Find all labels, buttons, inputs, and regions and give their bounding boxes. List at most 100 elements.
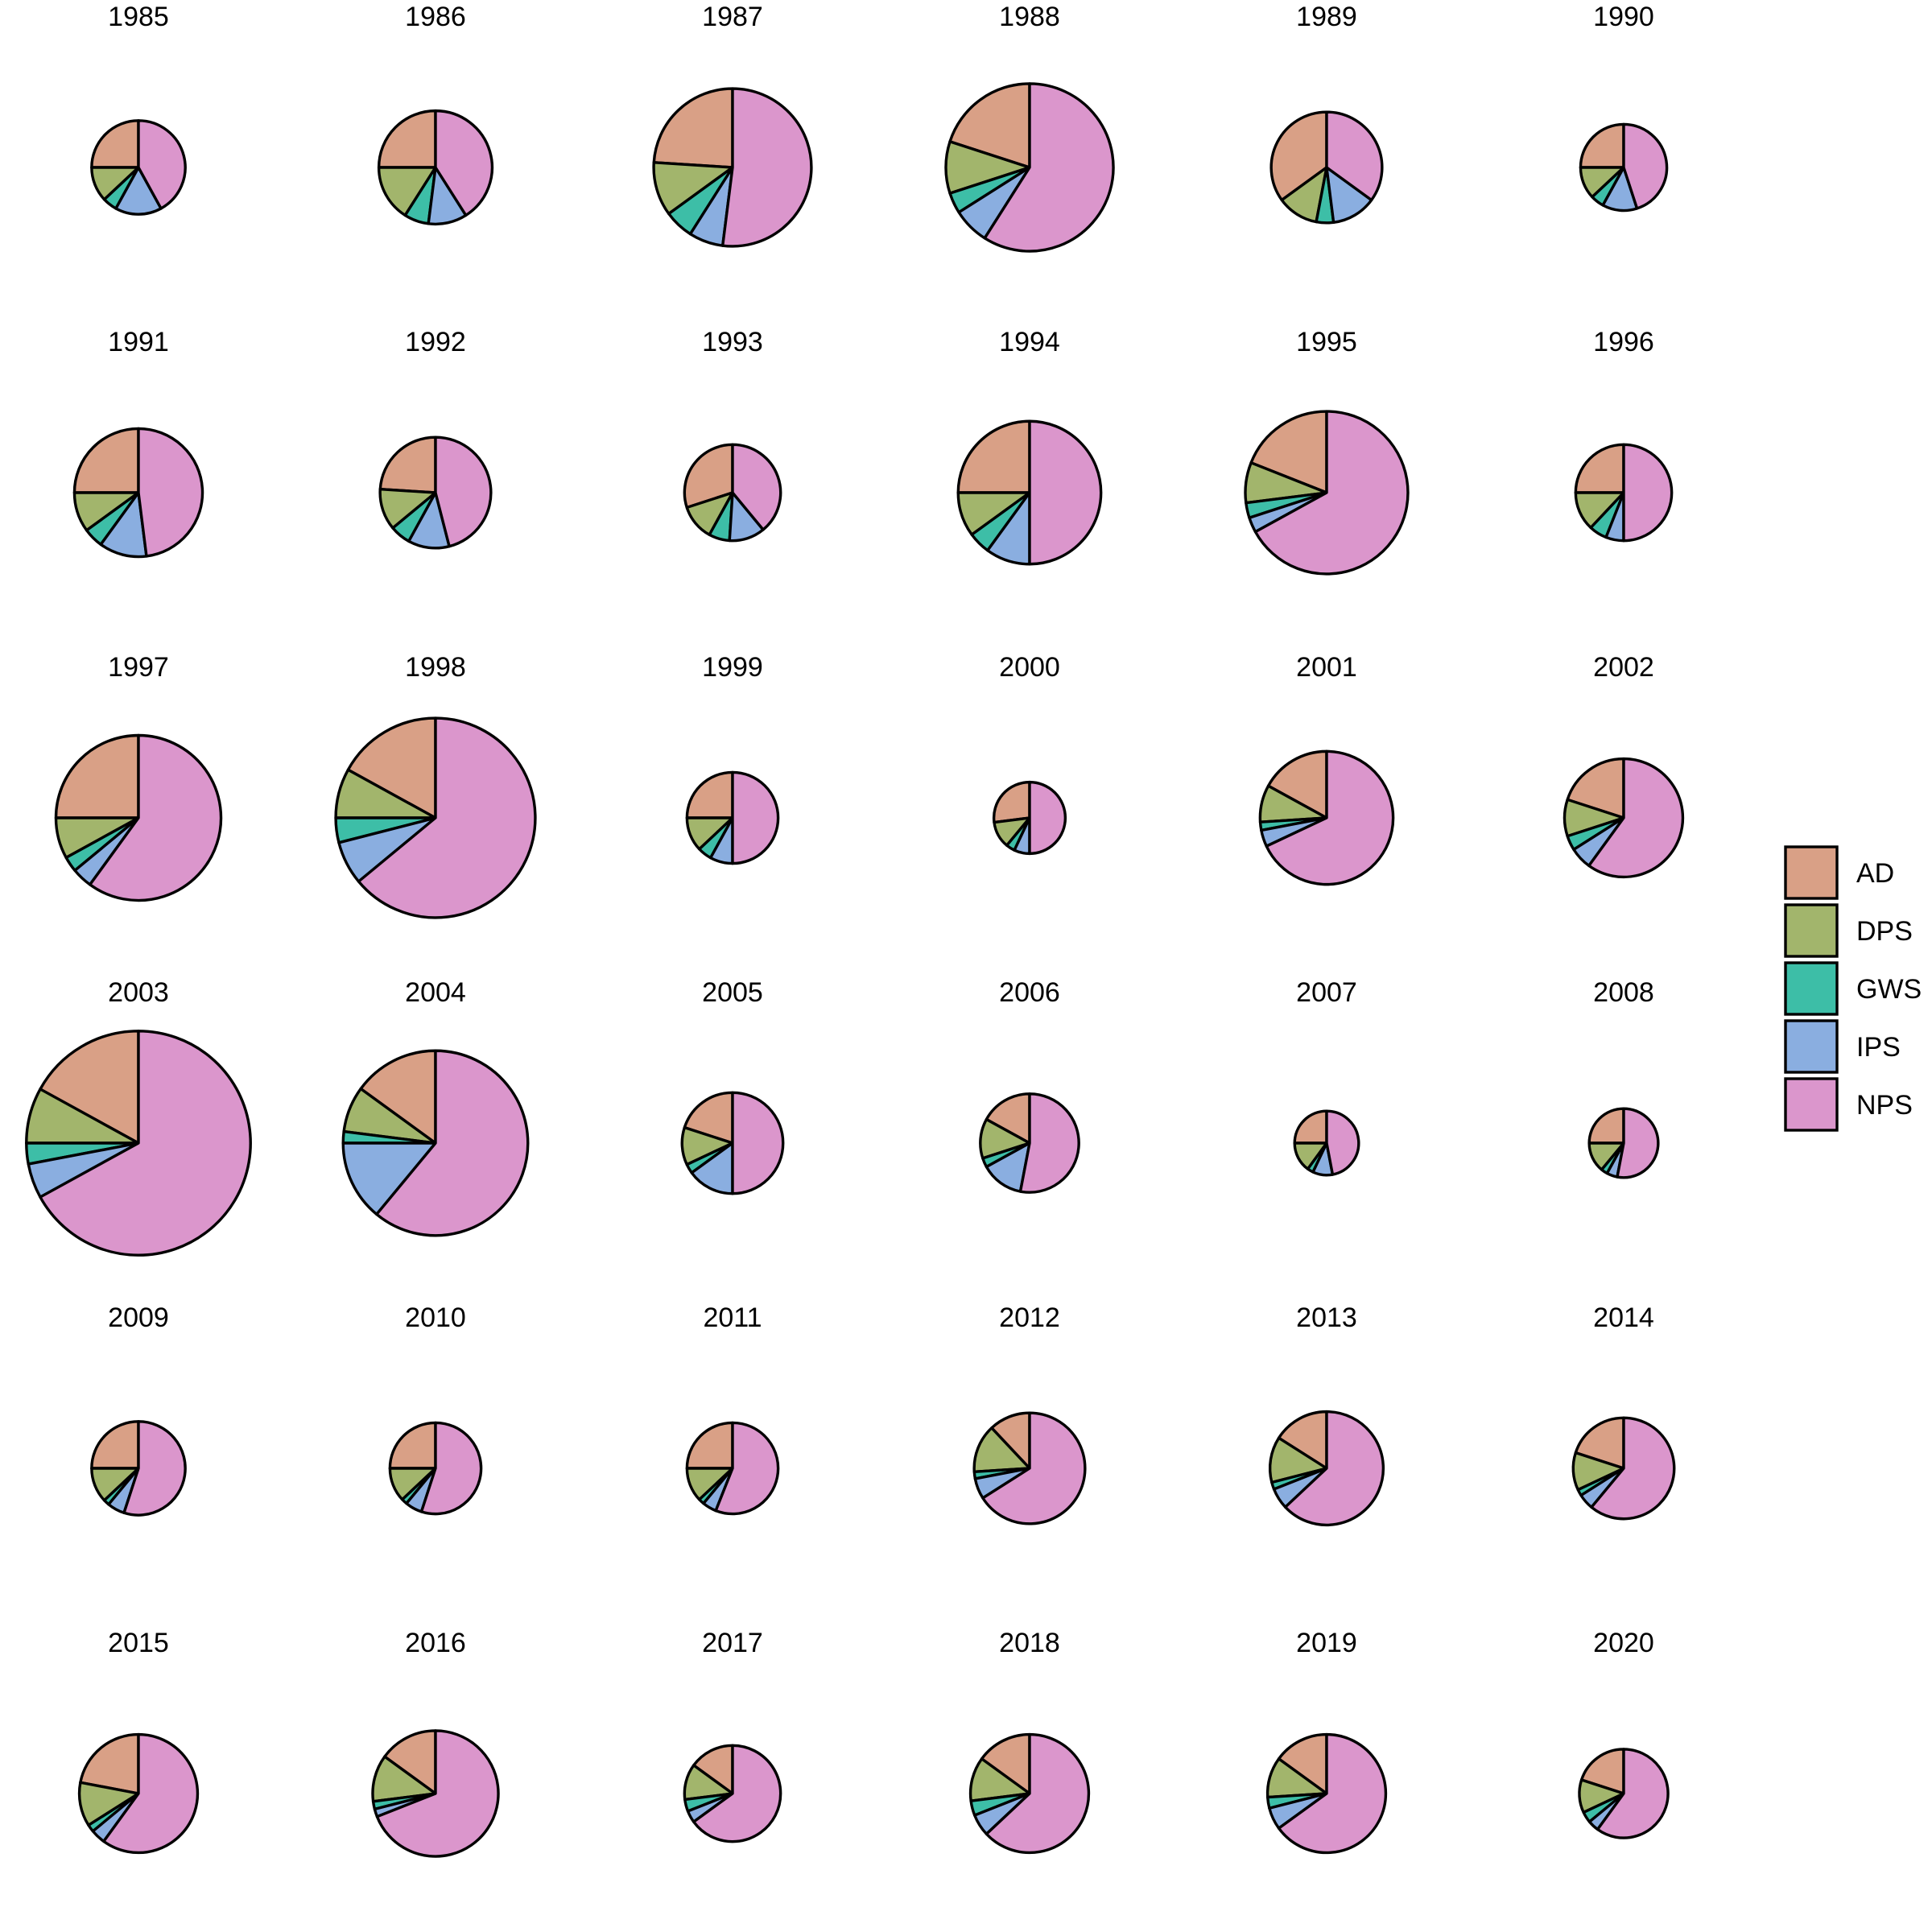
pie-slice-nps [1018,1092,1080,1194]
panel-title: 2018 [999,1628,1060,1658]
panel-title: 1985 [108,2,169,32]
legend-swatch [1784,903,1839,958]
pie-slice-ad [685,1421,734,1470]
panel-title: 1999 [702,652,763,683]
pie-panel: 1987 [652,2,813,248]
pie-slice-nps [1622,443,1674,543]
panel-title: 1998 [405,652,466,683]
pie-slice-ad [1587,1107,1625,1145]
pie-slice-nps [1596,1748,1670,1839]
pie-slice-ad [377,109,437,169]
panel-title: 2009 [108,1302,169,1333]
pie-slice-nps [1253,410,1410,576]
pie-slice-ips [114,166,163,216]
pie-slice-ips [341,1141,437,1216]
pie-slice-ad [90,119,140,169]
panel-title: 1996 [1593,327,1654,357]
panel-title: 1986 [405,2,466,32]
panel-title: 1991 [108,327,169,357]
pie-slice-nps [1265,749,1395,886]
legend-item-dps: DPS [1784,903,1913,958]
pie-slice-nps [375,1729,500,1858]
legend-label: GWS [1856,974,1922,1005]
pie-slice-nps [731,1091,785,1195]
pie-slice-nps [1616,1107,1660,1179]
pie-slice-ad [1266,749,1328,819]
pie-slice-nps [731,443,782,531]
pie-slice-ad [992,780,1031,824]
pie-slice-nps [137,427,204,558]
pie-panel: 2019 [1265,1628,1388,1855]
pie-slice-ad [1579,122,1625,169]
pie-slice-ad [383,1729,437,1795]
panel-title: 2007 [1296,977,1357,1008]
pie-slice-nps [122,1420,187,1517]
pie-slice-nps [1277,1732,1388,1855]
pie-slice-nps [731,770,780,865]
pie-panel: 2006 [979,977,1080,1194]
pie-slice-ad [1293,1109,1328,1145]
pie-panel: 2009 [90,1302,187,1517]
pie-panel: 1999 [685,652,780,865]
panel-title: 2000 [999,652,1060,683]
pie-slice-ad [1277,1732,1328,1795]
panels: 1985 1986 1987 1988 1989 1990 1991 1992 1993 1994… [25,2,1685,1858]
pie-slice-ad [388,1421,437,1470]
panel-title: 2003 [108,977,169,1008]
pie-panel: 1988 [944,2,1115,253]
panel-title: 1997 [108,652,169,683]
pie-slice-nps [1590,1416,1676,1521]
pie-panel: 2013 [1268,1302,1385,1527]
legend-swatch [1784,845,1839,900]
pie-slice-nps [1622,122,1669,210]
pie-slice-nps [434,436,493,548]
pie-panel: 2004 [341,977,530,1237]
pie-slice-ad [1277,1410,1328,1470]
pie-panel: 1985 [90,2,187,216]
pie-panel: 2017 [683,1628,782,1843]
panel-title: 1990 [1593,2,1654,32]
legend-item-gws: GWS [1784,961,1922,1016]
panel-title: 2013 [1296,1302,1357,1333]
pie-panel: 1993 [683,327,782,543]
legend-label: NPS [1856,1090,1913,1121]
pie-panel: 1995 [1244,327,1410,576]
pie-slice-ad [948,82,1031,169]
pie-panel: 2012 [972,1302,1087,1525]
pie-panel: 1989 [1269,2,1384,225]
panel-title: 1992 [405,327,466,357]
pie-slice-nps [721,87,813,248]
panel-title: 2012 [999,1302,1060,1333]
pie-panel: 2020 [1578,1628,1670,1839]
pie-slice-ad [72,427,140,494]
pie-slice-nps [983,82,1115,253]
pie-slice-ad [1249,410,1328,494]
pie-slice-ad [956,419,1031,494]
panel-title: 2006 [999,977,1060,1008]
panel-title: 2017 [702,1628,763,1658]
panel-title: 2011 [703,1302,762,1333]
pie-panel: 2001 [1258,652,1395,886]
panel-title: 1994 [999,327,1060,357]
pie-slice-ad [980,1732,1031,1795]
pie-slice-ad [346,716,437,819]
legend-item-ips: IPS [1784,1019,1901,1074]
pie-slice-nps [102,1732,200,1855]
pie-slice-nps [981,1411,1087,1525]
panel-title: 2002 [1593,652,1654,683]
panel-title: 2020 [1593,1628,1654,1658]
pie-slice-nps [1587,757,1685,879]
pie-slice-ad [1269,110,1328,202]
pie-panel: 2008 [1587,977,1660,1179]
pie-slice-nps [1325,110,1384,202]
pie-panel: 1986 [377,2,494,226]
pie-slice-ad [54,733,140,819]
pie-panel: 2007 [1293,977,1360,1177]
legend-label: IPS [1856,1032,1901,1063]
pie-slice-dps [377,166,437,217]
pie-panel: 1996 [1574,327,1674,543]
pie-slice-ad [378,436,437,494]
pie-panel: 2015 [77,1628,200,1855]
pie-slice-ad [359,1049,437,1145]
